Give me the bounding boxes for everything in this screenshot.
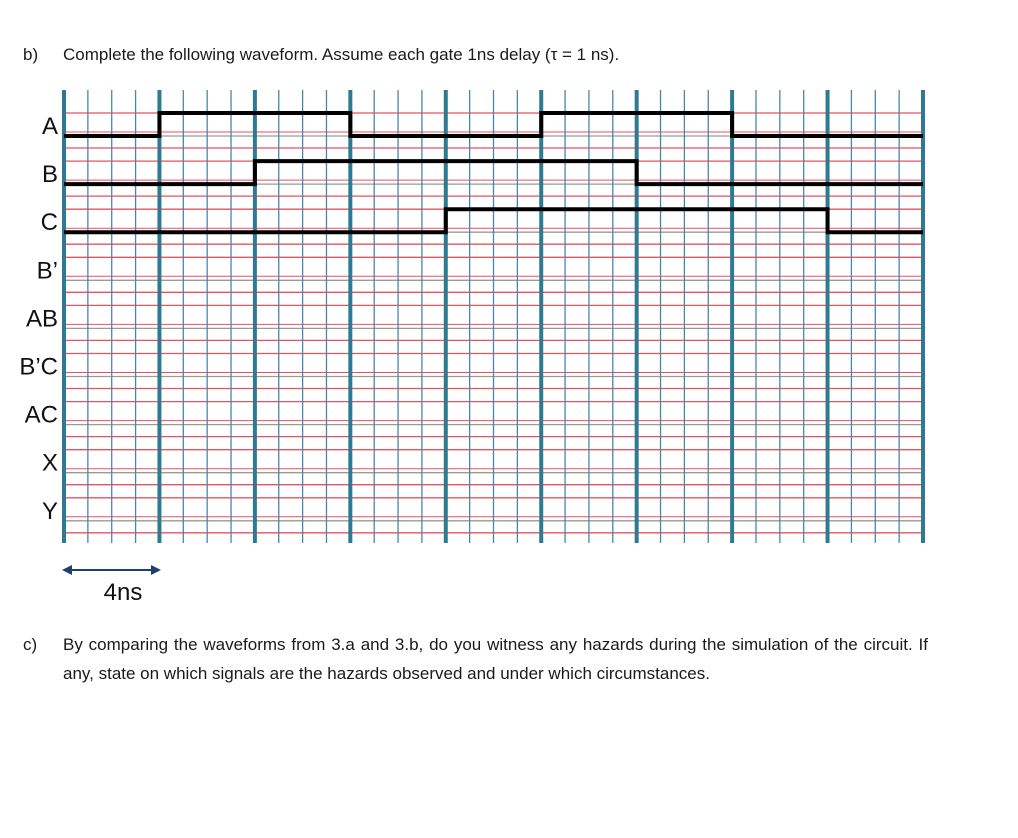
signal-waveforms (64, 111, 923, 235)
signal-label: X (42, 450, 58, 477)
signal-label: B’C (19, 354, 58, 381)
scale-label: 4ns (104, 579, 143, 606)
signal-label: AB (26, 305, 58, 332)
waveform-B (64, 159, 923, 187)
scale-arrow-left-icon (62, 565, 72, 575)
signal-label: B (42, 161, 58, 188)
question-c-text: By comparing the waveforms from 3.a and … (63, 635, 928, 683)
question-b-label: b) (23, 45, 39, 64)
question-c-label: c) (23, 635, 38, 654)
signal-label: AC (25, 402, 58, 429)
waveform-C (64, 207, 923, 235)
signal-label: A (42, 113, 58, 140)
vertical-grid-lines (62, 90, 925, 543)
signal-label: C (41, 209, 58, 236)
signal-label: Y (42, 498, 58, 525)
question-b-text: Complete the following waveform. Assume … (63, 45, 620, 64)
time-scale: 4ns (62, 565, 161, 606)
question-c: c) By comparing the waveforms from 3.a a… (23, 630, 928, 688)
waveform-A (64, 111, 923, 138)
signal-label: B’ (37, 257, 58, 284)
scale-arrow-right-icon (151, 565, 161, 575)
